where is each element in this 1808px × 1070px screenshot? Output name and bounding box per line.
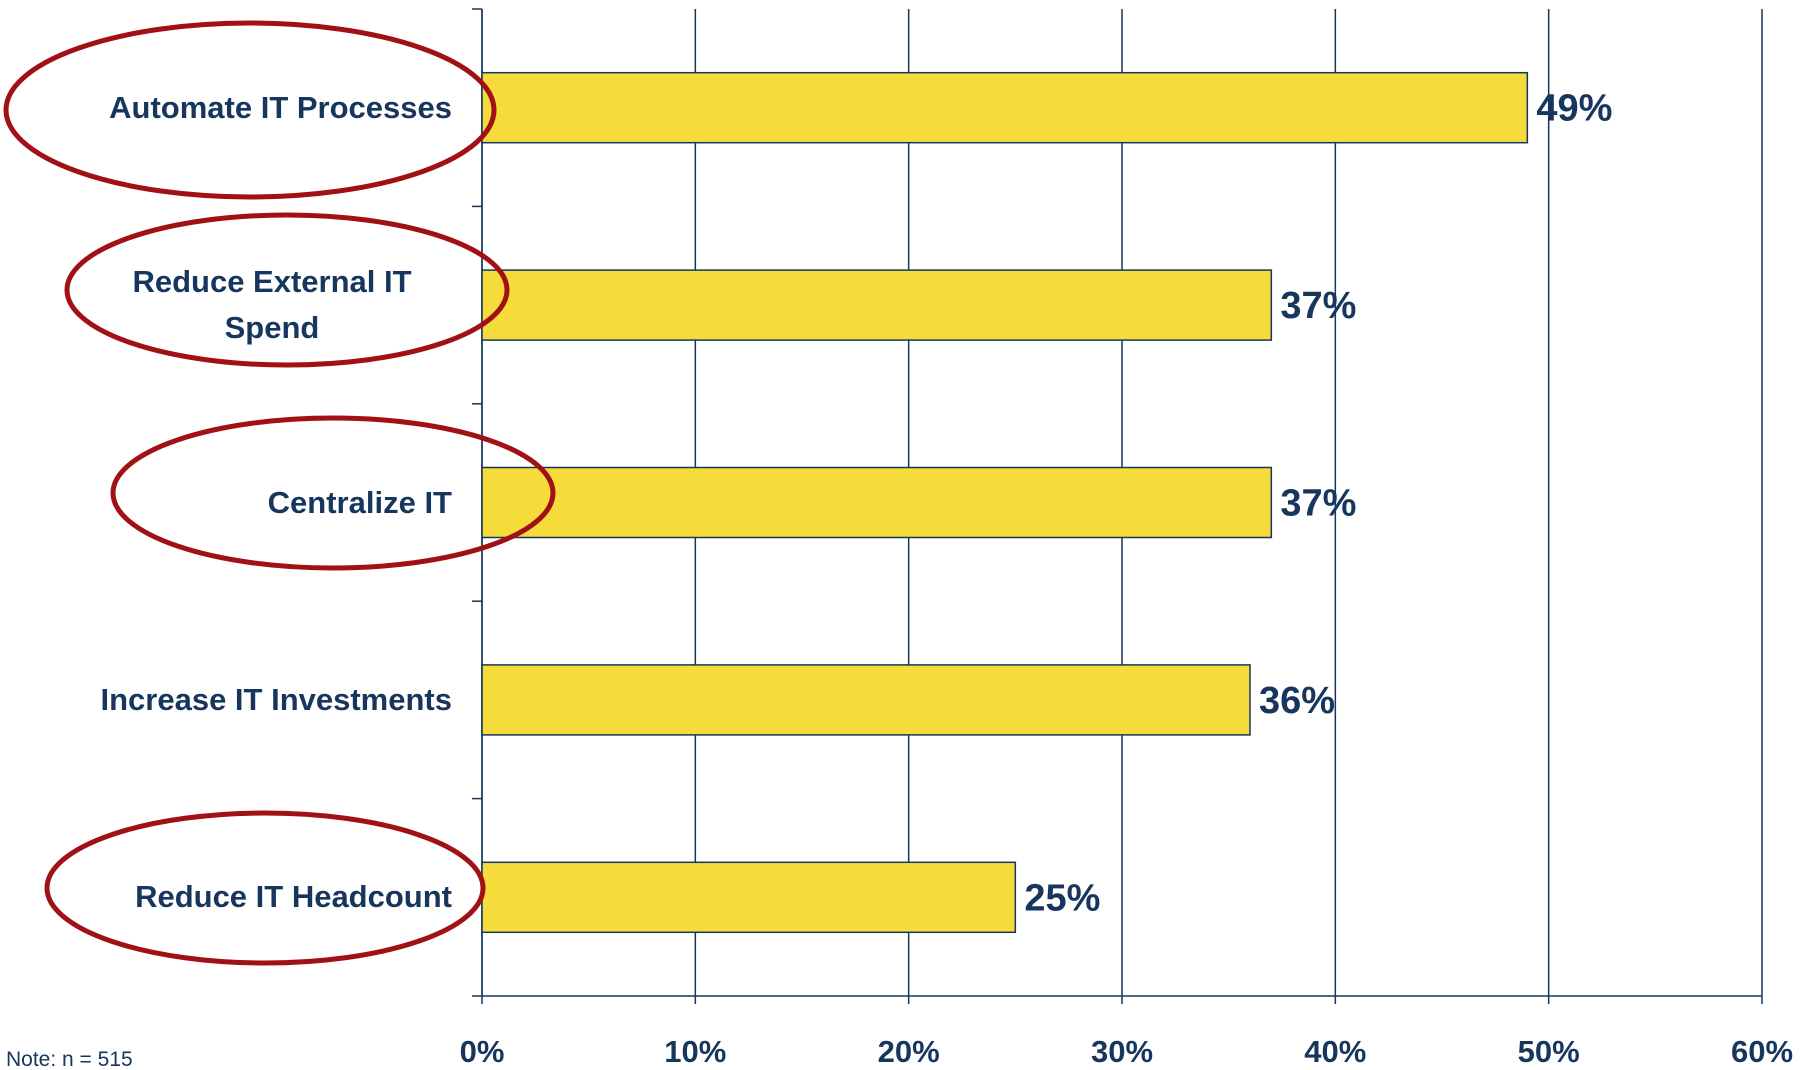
category-text: Increase IT Investments [100,681,453,717]
x-tick-label: 10% [664,1034,726,1069]
bar [481,466,1273,539]
category-label: Centralize IT [268,453,452,553]
x-tick-label: 50% [1518,1034,1580,1069]
value-label: 49% [1536,88,1612,130]
note: Note: n = 515 [6,1048,133,1070]
category-label: Automate IT Processes [109,58,452,158]
x-tick-label: 40% [1304,1034,1366,1069]
value-label: 25% [1024,877,1100,919]
value-label: 37% [1280,483,1356,525]
category-label: Increase IT Investments [101,650,453,750]
category-label: Reduce External IT Spend [92,255,452,355]
bar [481,71,1529,144]
category-text: Centralize IT [267,484,452,520]
x-tick-label: 60% [1731,1034,1793,1069]
bar [481,269,1273,341]
category-text: Reduce IT Headcount [135,879,452,915]
x-tick-label: 20% [878,1034,940,1069]
x-tick-label: 30% [1091,1034,1153,1069]
x-tick-label: 0% [460,1034,505,1069]
category-text: Automate IT Processes [109,89,452,125]
bar [481,861,1017,934]
value-label: 36% [1259,680,1335,722]
bar [481,664,1251,736]
category-text: Reduce External IT Spend [132,264,412,346]
category-label: Reduce IT Headcount [135,847,452,947]
value-label: 37% [1280,285,1356,327]
